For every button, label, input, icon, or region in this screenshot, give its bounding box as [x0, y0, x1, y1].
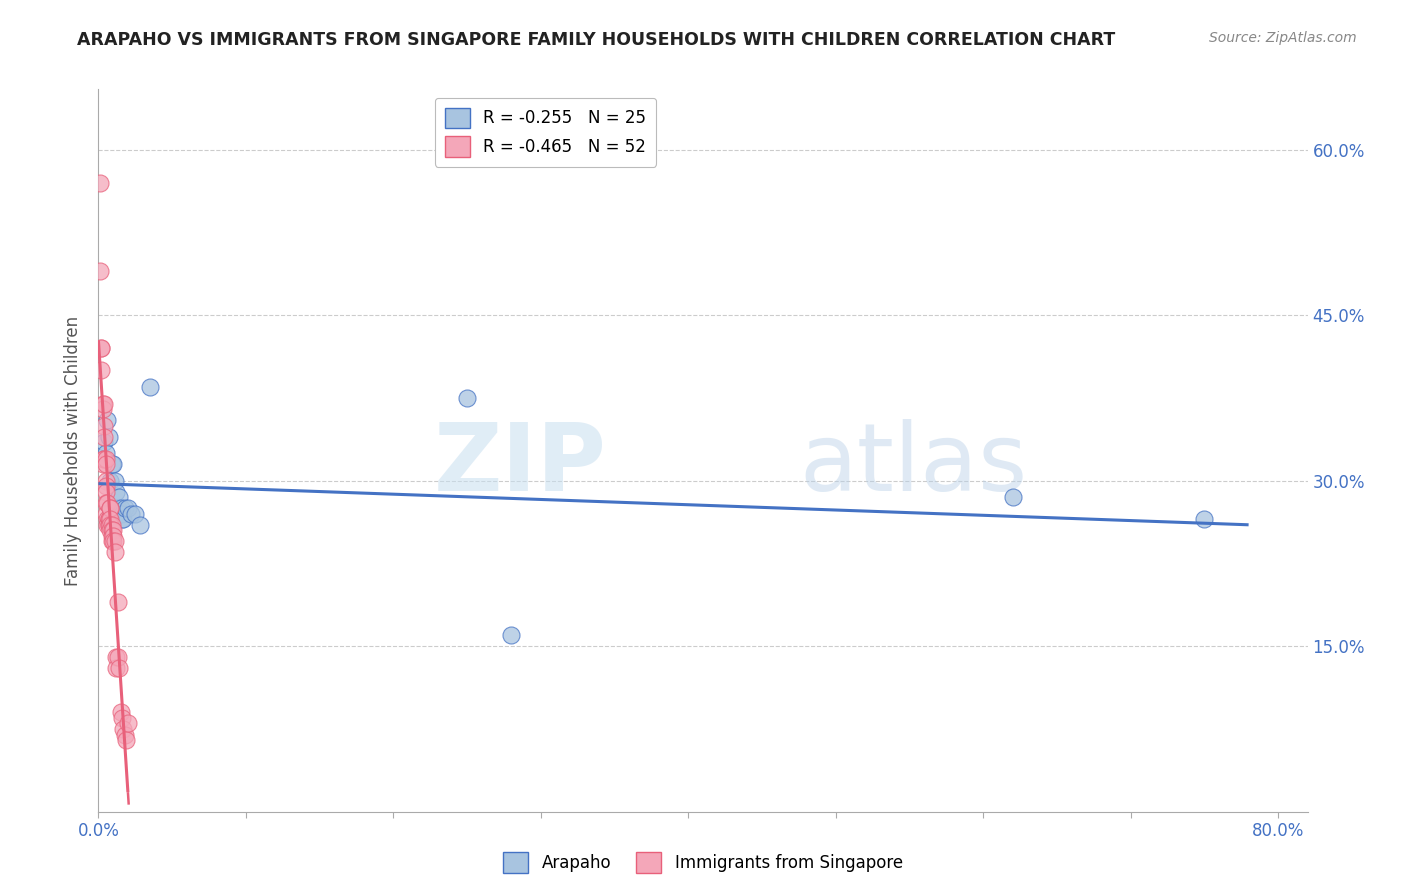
- Point: [98, 524, 121, 538]
- Point: [98, 517, 121, 532]
- Point: [91, 402, 114, 417]
- Point: [91, 457, 114, 471]
- Point: [111, 507, 134, 521]
- Point: [90, 342, 112, 356]
- Point: [98, 512, 121, 526]
- Point: [94, 446, 117, 460]
- Point: [96, 517, 118, 532]
- Point: [124, 507, 146, 521]
- Point: [114, 727, 136, 741]
- Point: [107, 595, 129, 609]
- Point: [1001, 491, 1024, 505]
- Point: [93, 430, 115, 444]
- Point: [1194, 512, 1216, 526]
- Point: [94, 474, 117, 488]
- Point: [100, 517, 122, 532]
- Point: [104, 474, 127, 488]
- Point: [117, 716, 139, 731]
- Point: [94, 484, 117, 499]
- Point: [110, 501, 132, 516]
- Point: [94, 457, 117, 471]
- Point: [105, 661, 128, 675]
- Point: [96, 512, 118, 526]
- Point: [128, 517, 150, 532]
- Point: [90, 363, 112, 377]
- Point: [108, 491, 131, 505]
- Point: [108, 661, 131, 675]
- Point: [94, 496, 117, 510]
- Point: [111, 512, 134, 526]
- Point: [115, 733, 138, 747]
- Point: [104, 545, 127, 559]
- Legend: Arapaho, Immigrants from Singapore: Arapaho, Immigrants from Singapore: [496, 846, 910, 880]
- Point: [97, 517, 120, 532]
- Point: [111, 711, 134, 725]
- Point: [456, 391, 478, 405]
- Point: [97, 517, 120, 532]
- Text: ZIP: ZIP: [433, 419, 606, 511]
- Point: [100, 457, 122, 471]
- Point: [100, 534, 122, 549]
- Point: [100, 524, 122, 538]
- Point: [98, 474, 121, 488]
- Point: [97, 512, 120, 526]
- Point: [94, 479, 117, 493]
- Point: [101, 529, 124, 543]
- Point: [100, 529, 122, 543]
- Point: [93, 418, 115, 433]
- Point: [101, 524, 124, 538]
- Point: [114, 501, 136, 516]
- Text: Source: ZipAtlas.com: Source: ZipAtlas.com: [1209, 31, 1357, 45]
- Point: [98, 501, 121, 516]
- Point: [105, 650, 128, 665]
- Legend: R = -0.255   N = 25, R = -0.465   N = 52: R = -0.255 N = 25, R = -0.465 N = 52: [434, 97, 657, 167]
- Point: [101, 457, 124, 471]
- Point: [139, 380, 162, 394]
- Point: [91, 451, 114, 466]
- Point: [90, 342, 112, 356]
- Point: [97, 430, 120, 444]
- Point: [93, 396, 115, 410]
- Point: [105, 484, 128, 499]
- Point: [94, 507, 117, 521]
- Point: [96, 413, 118, 427]
- Point: [91, 396, 114, 410]
- Point: [112, 512, 135, 526]
- Text: ARAPAHO VS IMMIGRANTS FROM SINGAPORE FAMILY HOUSEHOLDS WITH CHILDREN CORRELATION: ARAPAHO VS IMMIGRANTS FROM SINGAPORE FAM…: [77, 31, 1115, 49]
- Point: [101, 534, 124, 549]
- Point: [98, 501, 121, 516]
- Point: [120, 507, 142, 521]
- Point: [110, 706, 132, 720]
- Point: [107, 650, 129, 665]
- Text: atlas: atlas: [800, 419, 1028, 511]
- Point: [89, 264, 111, 278]
- Y-axis label: Family Households with Children: Family Households with Children: [65, 316, 83, 585]
- Point: [117, 501, 139, 516]
- Point: [89, 176, 111, 190]
- Point: [112, 722, 135, 736]
- Point: [94, 451, 117, 466]
- Point: [107, 501, 129, 516]
- Point: [96, 496, 118, 510]
- Point: [104, 534, 127, 549]
- Point: [93, 451, 115, 466]
- Point: [93, 435, 115, 450]
- Point: [501, 628, 523, 642]
- Point: [97, 512, 120, 526]
